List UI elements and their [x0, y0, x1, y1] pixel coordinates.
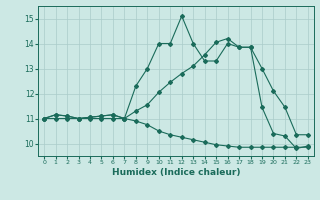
X-axis label: Humidex (Indice chaleur): Humidex (Indice chaleur): [112, 168, 240, 177]
